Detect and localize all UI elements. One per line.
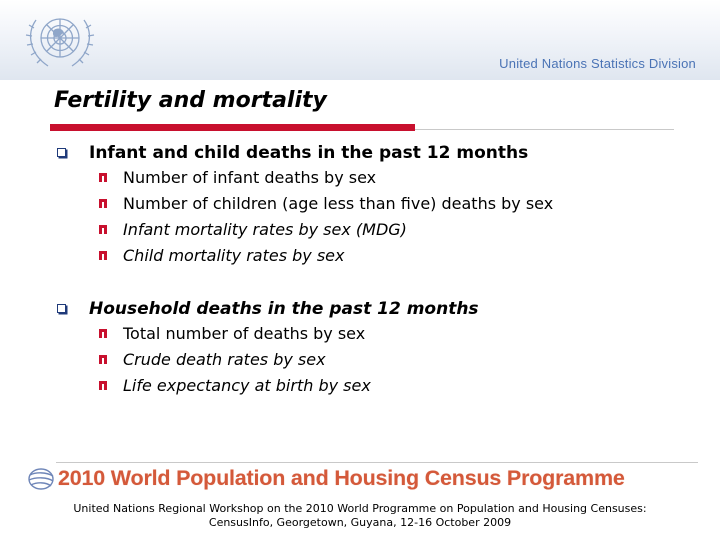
- title-underline-red: [50, 124, 415, 131]
- list-item-text: Total number of deaths by sex: [123, 324, 366, 343]
- n-bullet-icon: [99, 329, 107, 338]
- slide-title: Fertility and mortality: [54, 88, 327, 113]
- list-item: Life expectancy at birth by sex: [57, 373, 677, 399]
- list-item: Infant mortality rates by sex (MDG): [57, 217, 677, 243]
- title-underline-grey: [415, 129, 674, 130]
- list-item: Number of children (age less than five) …: [57, 191, 677, 217]
- footer-line-1: United Nations Regional Workshop on the …: [73, 502, 647, 515]
- section-heading: Infant and child deaths in the past 12 m…: [57, 141, 677, 165]
- n-bullet-icon: [99, 355, 107, 364]
- square-bullet-icon: [57, 148, 66, 157]
- list-item: Child mortality rates by sex: [57, 243, 677, 269]
- section-heading: Household deaths in the past 12 months: [57, 297, 677, 321]
- list-item-text: Number of infant deaths by sex: [123, 168, 377, 187]
- un-statistics-division-label: United Nations Statistics Division: [499, 56, 696, 71]
- list-item-text: Number of children (age less than five) …: [123, 194, 554, 213]
- section-heading-text: Household deaths in the past 12 months: [89, 299, 479, 319]
- list-item: Total number of deaths by sex: [57, 321, 677, 347]
- title-underline: [50, 124, 674, 131]
- n-bullet-icon: [99, 199, 107, 208]
- footer-line-2: CensusInfo, Georgetown, Guyana, 12-16 Oc…: [208, 516, 512, 529]
- header-bar: United Nations Statistics Division: [0, 0, 720, 80]
- un-emblem-icon: [25, 18, 95, 67]
- section-household-deaths: Household deaths in the past 12 months T…: [57, 297, 677, 399]
- section-infant-child-deaths: Infant and child deaths in the past 12 m…: [57, 141, 677, 269]
- banner-rule: [56, 462, 698, 463]
- bullet-list: Total number of deaths by sex Crude deat…: [57, 321, 677, 399]
- n-bullet-icon: [99, 173, 107, 182]
- list-item: Crude death rates by sex: [57, 347, 677, 373]
- list-item-text: Child mortality rates by sex: [123, 246, 345, 265]
- n-bullet-icon: [99, 251, 107, 260]
- n-bullet-icon: [99, 225, 107, 234]
- n-bullet-icon: [99, 381, 107, 390]
- banner-text: 2010 World Population and Housing Census…: [58, 466, 625, 490]
- list-item-text: Life expectancy at birth by sex: [123, 376, 371, 395]
- list-item-text: Crude death rates by sex: [123, 350, 326, 369]
- census-programme-banner: 2010 World Population and Housing Census…: [26, 456, 698, 494]
- bullet-list: Number of infant deaths by sex Number of…: [57, 165, 677, 269]
- globe-icon: [28, 468, 54, 490]
- section-heading-text: Infant and child deaths in the past 12 m…: [89, 143, 529, 163]
- list-item-text: Infant mortality rates by sex (MDG): [123, 220, 407, 239]
- list-item: Number of infant deaths by sex: [57, 165, 677, 191]
- square-bullet-icon: [57, 304, 66, 313]
- footer: United Nations Regional Workshop on the …: [0, 502, 720, 530]
